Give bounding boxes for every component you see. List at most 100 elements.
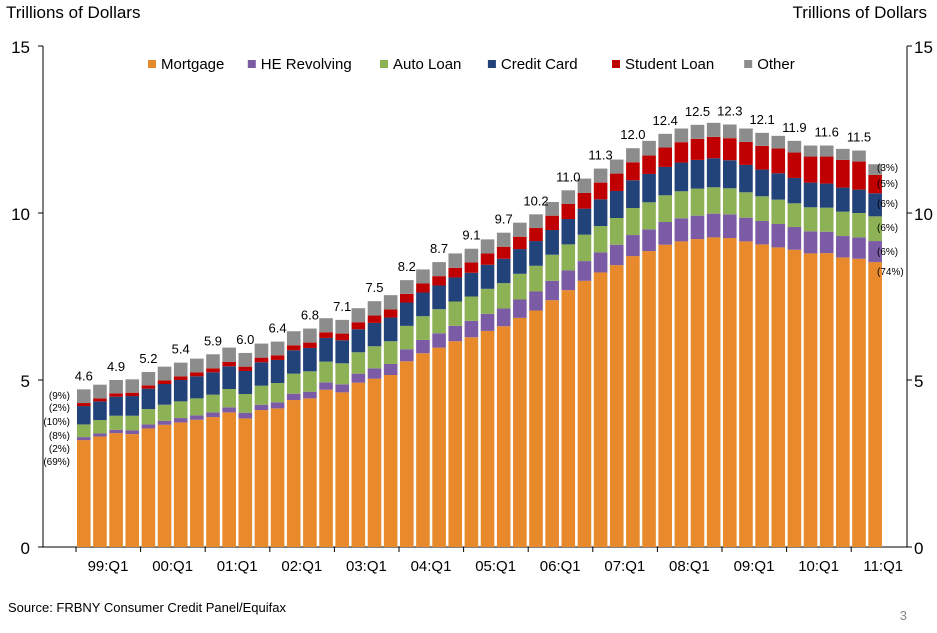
- y-tick-label-left: 10: [11, 205, 30, 224]
- bar-segment-mortgage: [77, 440, 91, 547]
- bar-segment-he-revolving: [626, 235, 640, 257]
- bar-segment-mortgage: [674, 241, 689, 547]
- bar-segment-other: [238, 352, 253, 367]
- bar-segment-mortgage: [141, 428, 156, 547]
- bar-segment-student-loan: [739, 141, 753, 165]
- bar-segment-he-revolving: [303, 391, 317, 399]
- legend-label: Other: [757, 56, 795, 73]
- bar-segment-credit-card: [723, 160, 737, 189]
- total-value-label: 9.7: [495, 212, 513, 227]
- bar-segment-other: [852, 150, 866, 162]
- bar-segment-student-loan: [335, 333, 349, 341]
- share-label-first: (9%): [49, 391, 70, 402]
- bar-segment-mortgage: [109, 433, 123, 547]
- share-label-first: (10%): [43, 417, 70, 428]
- total-value-label: 11.3: [588, 148, 612, 163]
- bar-segment-other: [77, 389, 91, 404]
- bar-segment-mortgage: [480, 330, 495, 547]
- bar-segment-credit-card: [577, 208, 592, 235]
- bar-segment-he-revolving: [803, 231, 818, 254]
- bar-segment-credit-card: [93, 401, 107, 421]
- bar-segment-other: [416, 269, 430, 284]
- share-label-last: (74%): [877, 267, 904, 278]
- bar-segment-student-loan: [674, 142, 689, 163]
- bar-segment-auto-loan: [367, 346, 382, 369]
- total-value-label: 6.8: [301, 308, 319, 323]
- bar-segment-credit-card: [319, 337, 333, 362]
- bar-segment-he-revolving: [739, 217, 753, 242]
- bar-segment-auto-loan: [593, 226, 608, 253]
- bar-segment-auto-loan: [480, 288, 495, 314]
- bar-segment-he-revolving: [642, 229, 656, 252]
- share-label-last: (6%): [877, 223, 898, 234]
- bar-segment-he-revolving: [400, 349, 414, 362]
- bar-segment-he-revolving: [658, 222, 672, 245]
- bar-segment-other: [593, 168, 608, 183]
- bar-segment-credit-card: [480, 264, 495, 289]
- bar-segment-credit-card: [561, 219, 576, 245]
- x-tick-label: 09:Q1: [734, 558, 775, 575]
- bar-segment-mortgage: [125, 434, 140, 547]
- legend-label: Student Loan: [625, 56, 714, 73]
- bar-segment-other: [609, 159, 624, 174]
- total-value-label: 11.6: [815, 125, 839, 140]
- bar-segment-he-revolving: [755, 221, 769, 245]
- bar-segment-other: [626, 148, 640, 163]
- bar-segment-mortgage: [173, 422, 188, 547]
- bar-segment-credit-card: [755, 169, 769, 197]
- bar-segment-he-revolving: [496, 308, 511, 327]
- bar-segment-he-revolving: [868, 241, 882, 263]
- bar-segment-auto-loan: [723, 188, 737, 215]
- bar-segment-credit-card: [787, 177, 802, 204]
- bar-segment-credit-card: [690, 159, 705, 189]
- bar-segment-auto-loan: [416, 316, 430, 340]
- total-value-label: 4.9: [107, 359, 125, 374]
- bar-segment-student-loan: [141, 385, 156, 389]
- bar-segment-auto-loan: [642, 202, 656, 230]
- bar-segment-he-revolving: [723, 214, 737, 239]
- bar-segment-other: [723, 124, 737, 139]
- bar-segment-credit-card: [642, 173, 656, 203]
- bar-segment-auto-loan: [303, 371, 317, 392]
- bar-segment-student-loan: [270, 355, 285, 360]
- bar-segment-he-revolving: [545, 280, 559, 301]
- bar-segment-student-loan: [254, 357, 269, 363]
- bar-segment-other: [480, 239, 495, 254]
- bar-segment-student-loan: [787, 152, 802, 178]
- bar-segment-he-revolving: [609, 244, 624, 266]
- bar-segment-auto-loan: [819, 207, 834, 232]
- bar-segment-auto-loan: [206, 394, 220, 413]
- bar-segment-auto-loan: [577, 234, 592, 262]
- bar-segment-student-loan: [642, 155, 656, 174]
- bar-segment-he-revolving: [432, 333, 446, 348]
- bar-segment-he-revolving: [286, 393, 301, 401]
- bar-segment-credit-card: [513, 249, 527, 274]
- bar-segment-student-loan: [432, 276, 446, 286]
- bar-segment-other: [448, 253, 463, 268]
- bar-segment-student-loan: [190, 372, 204, 377]
- bar-segment-credit-card: [351, 329, 366, 353]
- bar-segment-he-revolving: [109, 429, 123, 434]
- bar-segment-mortgage: [383, 374, 398, 547]
- bar-segment-mortgage: [609, 265, 624, 547]
- bar-segment-other: [513, 222, 527, 237]
- total-value-label: 11.9: [782, 120, 806, 135]
- y-tick-label-right: 15: [914, 38, 933, 57]
- bar-segment-mortgage: [690, 239, 705, 547]
- bar-segment-he-revolving: [771, 224, 786, 248]
- legend-swatch: [247, 60, 256, 68]
- bar-segment-auto-loan: [529, 265, 543, 292]
- bar-segment-credit-card: [157, 384, 172, 405]
- bar-segment-he-revolving: [819, 231, 834, 254]
- bar-segment-other: [222, 347, 236, 362]
- y-tick-label-right: 0: [914, 539, 923, 558]
- bar-segment-credit-card: [868, 193, 882, 217]
- bar-segment-mortgage: [868, 262, 882, 547]
- bar-segment-student-loan: [836, 159, 850, 188]
- share-label-last: (6%): [877, 247, 898, 258]
- x-tick-label: 00:Q1: [152, 558, 193, 575]
- bar-segment-credit-card: [400, 302, 414, 326]
- bar-segment-auto-loan: [609, 218, 624, 245]
- bar-segment-student-loan: [593, 182, 608, 200]
